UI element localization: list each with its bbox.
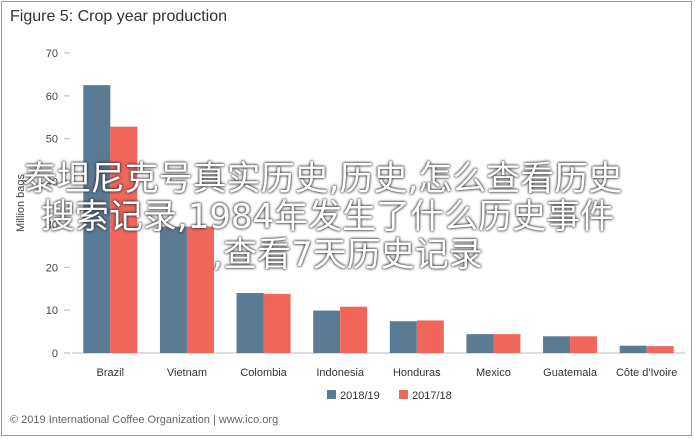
- bar-2017-18: [416, 320, 444, 353]
- legend-label: 2017/18: [412, 390, 452, 402]
- bar-2017-18: [186, 226, 214, 353]
- x-tick-label: Côte d'Ivoire: [616, 367, 677, 379]
- legend-swatch: [399, 390, 408, 399]
- y-tick-label: 20: [46, 262, 58, 274]
- y-tick-label: 30: [46, 219, 58, 231]
- bar-2017-18: [110, 126, 138, 353]
- chart-footer: © 2019 International Coffee Organization…: [10, 414, 279, 426]
- x-tick-label: Indonesia: [316, 367, 365, 379]
- bar-2017-18: [340, 306, 368, 353]
- x-tick-label: Colombia: [240, 367, 287, 379]
- x-tick-label: Mexico: [476, 367, 511, 379]
- overlay-line-3: ,查看7天历史记录: [212, 235, 483, 275]
- overlay-text: 泰坦尼克号真实历史,历史,怎么查看历史 搜索记录,1984年发生了什么历史事件 …: [0, 160, 695, 274]
- x-tick-label: Honduras: [393, 367, 441, 379]
- bar-2018-19: [466, 334, 494, 353]
- legend-label: 2018/19: [340, 390, 380, 402]
- y-tick-label: 40: [46, 177, 58, 189]
- x-tick-label: Guatemala: [543, 367, 598, 379]
- overlay-line-1: 泰坦尼克号真实历史,历史,怎么查看历史: [22, 159, 623, 199]
- bar-2018-19: [389, 321, 417, 353]
- y-tick-label: 50: [46, 134, 58, 146]
- bar-2018-19: [313, 310, 341, 353]
- x-tick-label: Vietnam: [167, 367, 207, 379]
- bar-2018-19: [159, 226, 187, 353]
- y-tick-label: 10: [46, 305, 58, 317]
- bar-2017-18: [263, 293, 291, 353]
- bar-2018-19: [543, 336, 571, 353]
- bar-2017-18: [646, 346, 674, 353]
- bar-2018-19: [83, 85, 111, 354]
- x-tick-label: Brazil: [97, 367, 125, 379]
- chart-title: Figure 5: Crop year production: [10, 8, 227, 25]
- bar-2017-18: [570, 336, 598, 353]
- overlay-line-2: 搜索记录,1984年发生了什么历史事件: [40, 197, 615, 237]
- y-axis-label: Million bags: [15, 173, 27, 232]
- bar-2017-18: [493, 334, 521, 353]
- bar-2018-19: [236, 293, 264, 353]
- bar-2018-19: [619, 345, 647, 353]
- y-tick-label: 60: [46, 91, 58, 103]
- y-tick-label: 70: [46, 48, 58, 60]
- y-tick-label: 0: [52, 348, 58, 360]
- legend-swatch: [327, 390, 336, 399]
